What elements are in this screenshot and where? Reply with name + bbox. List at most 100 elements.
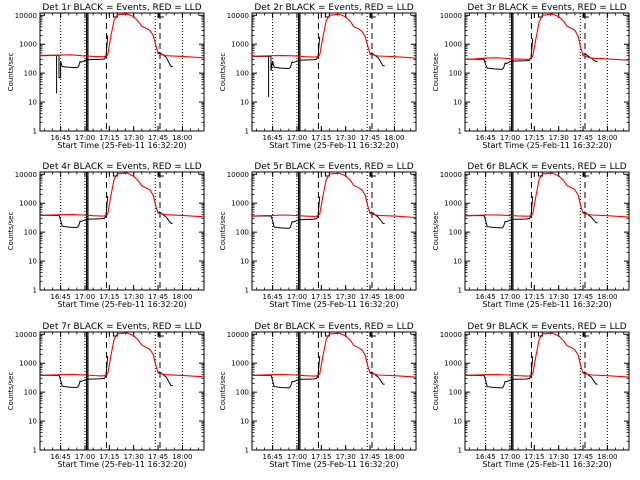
plot-frame bbox=[464, 171, 630, 291]
x-tick-label: 17:30 bbox=[549, 293, 569, 301]
y-tick-label: 100 bbox=[236, 229, 249, 237]
x-tick-label: 18:00 bbox=[597, 293, 617, 301]
x-tick-label: 18:00 bbox=[172, 134, 192, 142]
plot-area bbox=[252, 332, 416, 450]
y-tick-label: 1000 bbox=[19, 200, 37, 208]
lld-series-line bbox=[40, 172, 204, 218]
events-series-tail bbox=[369, 371, 385, 385]
x-tick-label: 17:15 bbox=[311, 134, 331, 142]
y-tick-label: 10 bbox=[240, 258, 249, 266]
plot-area bbox=[465, 13, 629, 131]
x-tick-label: 18:00 bbox=[384, 293, 404, 301]
x-tick-label: 17:15 bbox=[524, 293, 544, 301]
plot-frame bbox=[39, 331, 205, 451]
y-tick-label: 1 bbox=[245, 447, 249, 455]
y-tick-label: 100 bbox=[236, 389, 249, 397]
attenuator-bracket bbox=[370, 332, 376, 337]
events-series-line bbox=[40, 355, 109, 389]
y-axis-label: Counts/sec bbox=[7, 212, 15, 251]
y-tick-label: 100 bbox=[449, 70, 462, 78]
x-tick-label: 17:30 bbox=[549, 134, 569, 142]
y-tick-label: 10000 bbox=[440, 171, 462, 179]
x-tick-label: 16:45 bbox=[263, 453, 283, 461]
y-tick-label: 10000 bbox=[440, 12, 462, 20]
y-tick-label: 10 bbox=[28, 99, 37, 107]
x-tick-label: 18:00 bbox=[597, 134, 617, 142]
y-tick-label: 10 bbox=[453, 258, 462, 266]
x-axis-label: Start Time (25-Feb-11 16:32:20) bbox=[57, 300, 186, 309]
panel-det-7: Det 7r BLACK = Events, RED = LLD 1 10 100 10… bbox=[7, 322, 205, 469]
lld-series-line bbox=[40, 13, 204, 59]
y-tick-label: 10 bbox=[28, 258, 37, 266]
attenuator-bracket bbox=[583, 172, 589, 177]
y-tick-label: 100 bbox=[236, 70, 249, 78]
events-series-line bbox=[40, 195, 109, 229]
y-tick-label: 1000 bbox=[444, 41, 462, 49]
x-axis-label: Start Time (25-Feb-11 16:32:20) bbox=[269, 460, 398, 469]
y-tick-label: 1000 bbox=[19, 41, 37, 49]
events-series-tail bbox=[582, 211, 598, 224]
y-tick-label: 1000 bbox=[231, 200, 249, 208]
x-axis-label: Start Time (25-Feb-11 16:32:20) bbox=[57, 460, 186, 469]
x-axis-label: Start Time (25-Feb-11 16:32:20) bbox=[269, 300, 398, 309]
x-tick-label: 17:30 bbox=[124, 453, 144, 461]
panel-det-1: Det 1r BLACK = Events, RED = LLD 1 10 100 10… bbox=[7, 3, 205, 150]
y-tick-label: 1 bbox=[245, 287, 249, 295]
y-axis-label: Counts/sec bbox=[432, 212, 440, 251]
y-tick-label: 10 bbox=[240, 418, 249, 426]
y-tick-label: 10000 bbox=[15, 171, 37, 179]
y-axis-label: Counts/sec bbox=[432, 53, 440, 92]
panel-title: Det 5r BLACK = Events, RED = LLD bbox=[254, 162, 413, 172]
x-tick-label: 17:30 bbox=[336, 453, 356, 461]
plot-area bbox=[40, 332, 204, 450]
x-tick-label: 17:15 bbox=[99, 293, 119, 301]
events-series-tail bbox=[157, 51, 173, 67]
x-tick-label: 18:00 bbox=[172, 453, 192, 461]
y-axis-label: Counts/sec bbox=[219, 212, 227, 251]
y-tick-label: 1 bbox=[33, 128, 37, 136]
events-series-tail bbox=[369, 211, 385, 224]
attenuator-bracket bbox=[370, 13, 376, 18]
lld-series-line bbox=[40, 332, 204, 378]
y-tick-label: 10 bbox=[240, 99, 249, 107]
events-series-line bbox=[465, 38, 534, 70]
events-series-line bbox=[252, 36, 321, 71]
x-tick-label: 17:00 bbox=[500, 134, 520, 142]
plot-frame bbox=[464, 331, 630, 451]
x-tick-label: 16:45 bbox=[476, 293, 496, 301]
y-axis-label: Counts/sec bbox=[219, 372, 227, 411]
x-tick-label: 17:45 bbox=[148, 293, 168, 301]
y-tick-label: 1 bbox=[33, 447, 37, 455]
events-series-tail bbox=[157, 211, 173, 224]
x-tick-label: 17:45 bbox=[148, 134, 168, 142]
x-tick-label: 17:00 bbox=[287, 453, 307, 461]
y-tick-label: 1000 bbox=[19, 360, 37, 368]
x-tick-label: 18:00 bbox=[597, 453, 617, 461]
y-tick-label: 1000 bbox=[444, 360, 462, 368]
x-tick-label: 17:30 bbox=[336, 134, 356, 142]
x-tick-label: 16:45 bbox=[263, 134, 283, 142]
x-tick-label: 17:15 bbox=[524, 134, 544, 142]
events-series-tail bbox=[369, 52, 385, 67]
y-tick-label: 1 bbox=[245, 128, 249, 136]
x-tick-label: 17:30 bbox=[124, 293, 144, 301]
x-tick-label: 17:45 bbox=[573, 293, 593, 301]
attenuator-bracket bbox=[583, 13, 589, 18]
attenuator-bracket bbox=[158, 332, 164, 337]
x-tick-label: 17:15 bbox=[524, 453, 544, 461]
x-tick-label: 17:15 bbox=[311, 293, 331, 301]
plot-area bbox=[252, 172, 416, 290]
plot-area bbox=[465, 172, 629, 290]
plot-frame bbox=[251, 331, 417, 451]
panel-title: Det 7r BLACK = Events, RED = LLD bbox=[42, 322, 201, 332]
x-tick-label: 17:00 bbox=[287, 134, 307, 142]
x-tick-label: 16:45 bbox=[51, 293, 71, 301]
lld-series-line bbox=[252, 172, 416, 219]
x-tick-label: 16:45 bbox=[51, 134, 71, 142]
x-axis-label: Start Time (25-Feb-11 16:32:20) bbox=[269, 141, 398, 150]
y-tick-label: 100 bbox=[24, 70, 37, 78]
y-tick-label: 10000 bbox=[227, 171, 249, 179]
panel-det-6: Det 6r BLACK = Events, RED = LLD 1 10 100 10… bbox=[432, 162, 630, 309]
events-series-line bbox=[252, 196, 321, 229]
panel-det-5: Det 5r BLACK = Events, RED = LLD 1 10 100 10… bbox=[219, 162, 417, 309]
